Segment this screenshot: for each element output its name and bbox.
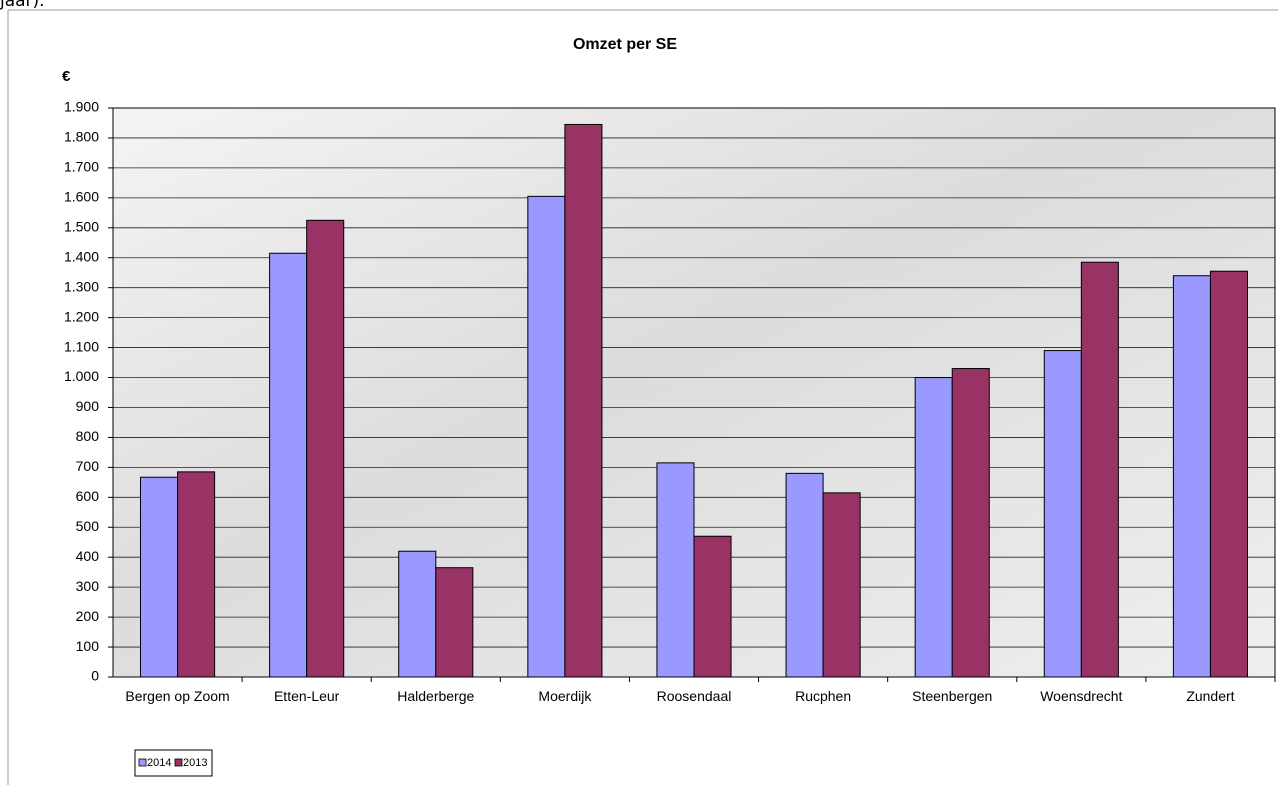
y-tick-label: 1.700 xyxy=(64,159,99,175)
bar xyxy=(656,462,695,678)
bar xyxy=(306,219,345,678)
y-tick-label: 1.500 xyxy=(64,218,99,234)
bar xyxy=(1209,270,1248,678)
y-tick-label: 1.600 xyxy=(64,189,99,205)
bar xyxy=(564,123,603,678)
header-text: jaar). xyxy=(0,0,45,11)
legend-swatch xyxy=(138,758,147,767)
x-tick-label: Bergen op Zoom xyxy=(125,688,230,704)
x-tick-label: Zundert xyxy=(1186,688,1235,704)
legend-box xyxy=(134,749,213,777)
y-tick-label: 1.200 xyxy=(64,308,99,324)
x-tick-label: Roosendaal xyxy=(656,688,732,704)
bar xyxy=(1043,350,1082,678)
x-tick-label: Woensdrecht xyxy=(1040,688,1123,704)
y-tick-label: 200 xyxy=(76,608,100,624)
x-tick-label: Rucphen xyxy=(795,688,852,704)
bar xyxy=(822,492,861,678)
y-tick-label: 1.300 xyxy=(64,278,99,294)
bar xyxy=(527,195,566,678)
y-tick-label: 1.900 xyxy=(64,99,99,115)
bar xyxy=(177,471,216,678)
y-tick-label: 300 xyxy=(76,578,100,594)
bar xyxy=(785,472,824,678)
bar xyxy=(140,476,179,678)
y-tick-label: 700 xyxy=(76,458,100,474)
y-tick-label: 400 xyxy=(76,548,100,564)
x-tick-label: Moerdijk xyxy=(538,688,592,704)
chart-title: Omzet per SE xyxy=(573,36,677,53)
x-tick-label: Steenbergen xyxy=(912,688,993,704)
y-tick-label: 1.000 xyxy=(64,368,99,384)
legend-label: 2014 xyxy=(147,757,171,769)
y-tick-label: 1.800 xyxy=(64,129,99,145)
bar xyxy=(1172,275,1211,678)
y-tick-label: 900 xyxy=(76,398,100,414)
bar xyxy=(269,252,308,678)
legend-label: 2013 xyxy=(183,757,207,769)
y-tick-label: 1.100 xyxy=(64,338,99,354)
bar xyxy=(1080,261,1119,678)
bar xyxy=(435,567,474,678)
x-tick-label: Etten-Leur xyxy=(273,688,340,704)
bar xyxy=(914,377,953,678)
y-tick-label: 600 xyxy=(76,488,100,504)
legend-swatch xyxy=(174,758,183,767)
y-tick-label: 500 xyxy=(76,518,100,534)
y-tick-label: 1.400 xyxy=(64,248,99,264)
bar xyxy=(693,535,732,678)
x-tick-label: Halderberge xyxy=(397,688,475,704)
y-tick-label: 0 xyxy=(91,668,99,684)
y-tick-label: 100 xyxy=(76,638,100,654)
y-axis-label: € xyxy=(62,68,71,85)
y-tick-label: 800 xyxy=(76,428,100,444)
bar xyxy=(951,368,990,678)
bar xyxy=(398,550,437,678)
